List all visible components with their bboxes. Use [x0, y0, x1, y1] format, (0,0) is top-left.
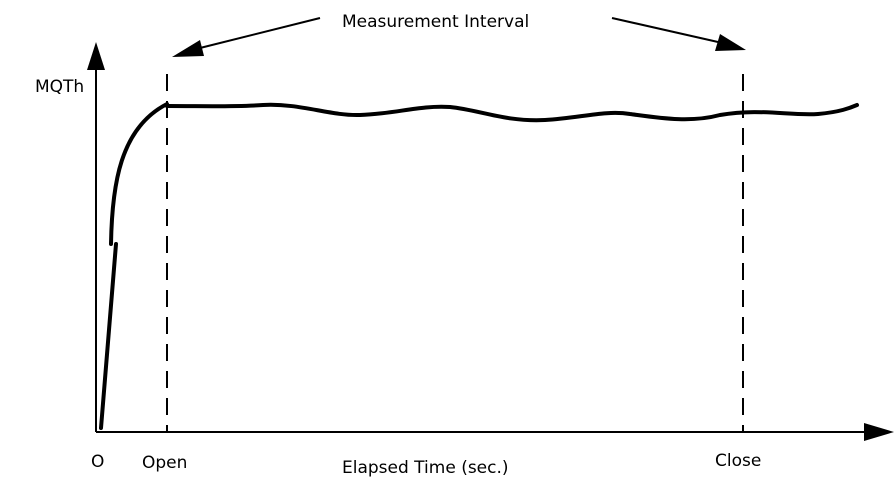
interval-arrow-right: [611, 17, 719, 43]
mqth-curve-knee: [109, 102, 169, 246]
x-axis-label: Elapsed Time (sec.): [342, 458, 509, 478]
interval-arrowhead-left: [172, 40, 204, 57]
y-axis-label: MQTh: [35, 77, 84, 97]
x-axis-arrowhead: [864, 423, 894, 441]
open-marker-label: Open: [142, 453, 187, 473]
interval-arrowhead-right: [715, 34, 746, 51]
y-axis-arrowhead: [87, 42, 105, 70]
mqth-curve-rise: [99, 242, 118, 430]
close-marker-label: Close: [715, 451, 761, 471]
interval-arrow-left: [199, 17, 321, 49]
measurement-interval-label: Measurement Interval: [342, 12, 529, 32]
origin-label: O: [91, 452, 104, 472]
mqth-curve-plateau: [165, 102, 859, 123]
